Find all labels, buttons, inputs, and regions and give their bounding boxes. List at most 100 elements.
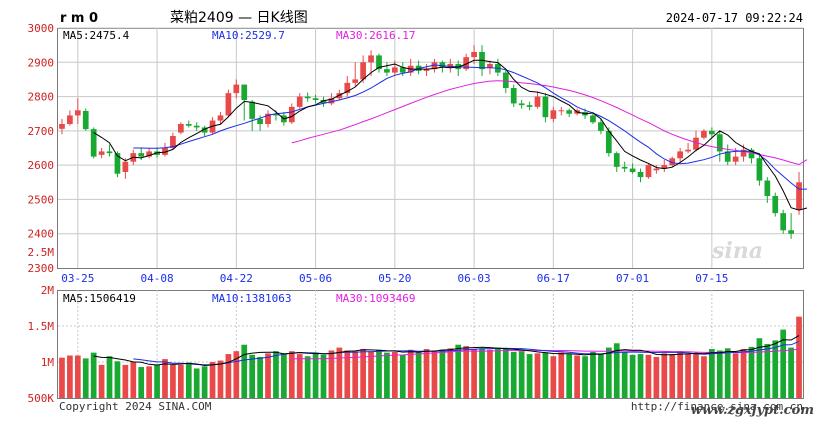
volume-bar: [709, 349, 715, 398]
volume-bar: [162, 359, 168, 398]
volume-bar: [352, 351, 359, 398]
ma30-line: [291, 80, 808, 166]
volume-bar: [598, 353, 604, 398]
volume-bar: [122, 364, 129, 398]
volume-bar: [653, 356, 660, 398]
candle-body: [542, 96, 549, 118]
candle-body: [217, 115, 224, 121]
volume-bar: [407, 349, 414, 398]
candle-body: [201, 127, 208, 133]
price-y-tick-label: 3000: [28, 22, 55, 35]
volume-bar: [629, 354, 636, 398]
candle-body: [249, 101, 256, 119]
candle-body: [106, 151, 113, 154]
candle-body: [368, 55, 374, 63]
volume-bar: [376, 349, 382, 398]
volume-bar: [685, 354, 691, 398]
candle-body: [90, 129, 97, 157]
volume-bar: [518, 351, 525, 398]
volume-bar: [732, 353, 739, 398]
x-tick-label: 06-17: [537, 272, 570, 285]
volume-bar: [201, 366, 208, 398]
candle-body: [613, 153, 620, 167]
candle-body: [74, 110, 81, 116]
candle-body: [590, 115, 596, 123]
moving-average-lines: [93, 59, 808, 367]
candle-body: [463, 57, 470, 70]
ma30-label: MA30:2616.17: [336, 29, 415, 42]
candle-body: [677, 151, 684, 159]
volume-bar: [106, 356, 113, 398]
volume-bar: [320, 354, 327, 398]
site-watermark: www.zgxjypt.com: [691, 403, 814, 418]
volume-bar: [431, 350, 438, 398]
candle-body: [748, 149, 755, 159]
volume-bar: [146, 366, 152, 398]
volume-bar: [677, 351, 684, 398]
ma10-line: [133, 64, 807, 190]
candle-body: [320, 100, 327, 104]
volume-bar: [772, 340, 779, 398]
volume-y-axis: 2M 1.5M 1M 500K: [28, 284, 55, 405]
volume-bar: [756, 338, 763, 398]
price-panel-frame: [57, 28, 804, 269]
candle-body: [550, 110, 557, 119]
volume-bar: [590, 351, 596, 398]
volume-bar: [217, 360, 224, 398]
candle-body: [447, 64, 454, 68]
vol-ma5-label: MA5:1506419: [63, 292, 136, 305]
price-y-tick-label: 2.5M: [28, 246, 55, 259]
volume-bar: [368, 351, 374, 398]
candle-body: [162, 148, 168, 155]
volume-bar: [170, 364, 176, 398]
candle-body: [352, 79, 359, 83]
candle-body: [257, 118, 263, 124]
volume-bar: [138, 367, 145, 398]
candle-body: [122, 161, 129, 172]
volume-bar: [495, 347, 501, 398]
candle-body: [566, 110, 573, 114]
price-y-tick-label: 2300: [28, 262, 55, 275]
volume-bar: [724, 348, 731, 398]
volume-bar: [669, 354, 676, 398]
x-tick-label: 05-20: [378, 272, 411, 285]
volume-bar: [241, 344, 248, 398]
candle-body: [534, 96, 541, 107]
candle-body: [185, 124, 192, 126]
ma10-label: MA10:2529.7: [212, 29, 285, 42]
chart-datetime: 2024-07-17 09:22:24: [666, 11, 803, 25]
candle-body: [621, 166, 628, 169]
price-y-tick-label: 2400: [28, 228, 55, 241]
volume-bar: [487, 349, 493, 398]
volume-bar: [780, 329, 787, 398]
sina-watermark: sina: [711, 238, 763, 264]
vol-ma10-label: MA10:1381063: [212, 292, 291, 305]
candle-body: [241, 84, 248, 100]
volume-bar: [399, 354, 406, 398]
candle-body: [637, 172, 644, 178]
volume-bar: [740, 349, 747, 398]
volume-bar: [455, 344, 462, 398]
volume-bar: [130, 362, 137, 398]
volume-bar: [193, 368, 200, 398]
candle-body: [296, 96, 303, 107]
volume-bar: [693, 353, 699, 398]
volume-y-tick-label: 2M: [41, 284, 55, 297]
volume-bar: [788, 347, 794, 398]
volume-bar: [384, 352, 390, 398]
volume-bar: [526, 354, 533, 398]
volume-bar: [360, 349, 366, 398]
price-y-tick-label: 2500: [28, 193, 55, 206]
candle-body: [693, 137, 699, 150]
volume-bar: [748, 346, 755, 398]
candlestick-series: [59, 45, 802, 239]
volume-bar: [613, 343, 620, 398]
volume-bar: [558, 352, 565, 398]
ma5-label: MA5:2475.4: [63, 29, 130, 42]
source-url: http://finance.sina.com.cn: [631, 400, 803, 413]
copyright-text: Copyright 2024 SINA.COM: [59, 400, 212, 413]
volume-bar: [415, 351, 422, 398]
candle-body: [605, 130, 612, 154]
volume-bar: [716, 350, 723, 398]
x-tick-label: 06-03: [458, 272, 491, 285]
